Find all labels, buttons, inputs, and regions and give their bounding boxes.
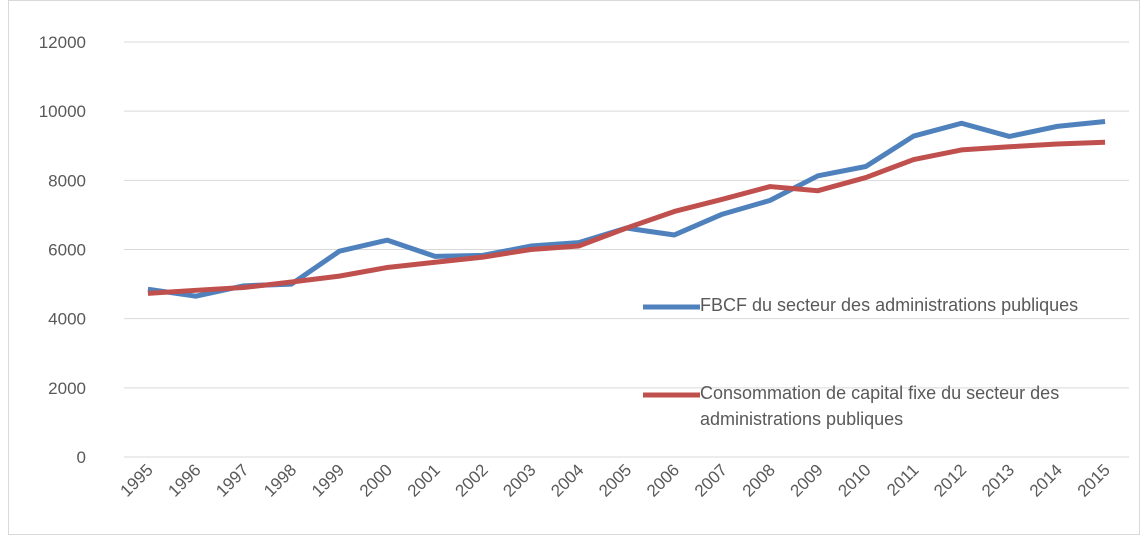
x-tick-label: 2009 (787, 460, 827, 500)
x-tick-label: 2012 (930, 460, 970, 500)
x-tick-label: 2010 (834, 460, 874, 500)
y-tick-label: 12000 (39, 33, 86, 52)
x-tick-label: 1999 (308, 460, 348, 500)
x-tick-label: 2013 (978, 460, 1018, 500)
legend-label: Consommation de capital fixe du secteur … (700, 383, 1060, 429)
x-tick-label: 2007 (691, 460, 731, 500)
x-tick-label: 2001 (404, 460, 444, 500)
y-tick-label: 10000 (39, 102, 86, 121)
y-tick-label: 8000 (48, 171, 86, 190)
x-tick-label: 2006 (643, 460, 683, 500)
series-line (147, 139, 1106, 296)
y-tick-label: 0 (77, 448, 86, 467)
y-tick-label: 6000 (48, 241, 86, 260)
x-tick-label: 2000 (356, 460, 396, 500)
x-tick-label: 2014 (1026, 460, 1066, 500)
x-tick-label: 2005 (595, 460, 635, 500)
x-tick-label: 2015 (1074, 460, 1114, 500)
x-tick-label: 2002 (452, 460, 492, 500)
x-tick-label: 1995 (117, 460, 157, 500)
chart-border (8, 0, 1140, 535)
x-tick-label: 1998 (260, 460, 300, 500)
y-tick-label: 2000 (48, 379, 86, 398)
y-tick-label: 4000 (48, 310, 86, 329)
x-tick-label: 1997 (212, 460, 252, 500)
x-tick-label: 2011 (883, 460, 922, 499)
legend-label: FBCF du secteur des administrations publ… (700, 295, 1079, 315)
x-tick-label: 1996 (164, 460, 204, 500)
x-tick-label: 2008 (739, 460, 779, 500)
x-tick-label: 2004 (547, 460, 587, 500)
x-tick-label: 2003 (499, 460, 539, 500)
